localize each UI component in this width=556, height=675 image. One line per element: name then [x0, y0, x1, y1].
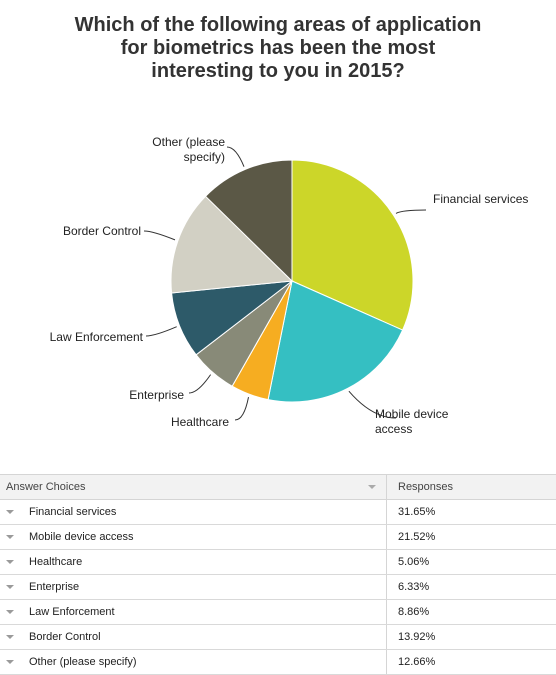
pie-slice[interactable] [204, 159, 293, 283]
response-value: 6.33% [398, 581, 430, 593]
expand-chevron-down-icon[interactable] [6, 585, 14, 589]
table-row: Financial services 31.65% [0, 500, 556, 525]
responses-table: Answer Choices Responses Financial servi… [0, 474, 556, 675]
response-value: 12.66% [398, 656, 436, 668]
response-cell: 8.86% [387, 600, 556, 624]
expand-chevron-down-icon[interactable] [6, 610, 14, 614]
pie-leader-line [234, 397, 249, 421]
expand-chevron-down-icon[interactable] [6, 660, 14, 664]
response-cell: 6.33% [387, 575, 556, 599]
response-cell: 31.65% [387, 500, 556, 524]
choice-label: Law Enforcement [29, 606, 115, 618]
choice-cell: Healthcare [0, 550, 387, 574]
expand-chevron-down-icon[interactable] [6, 510, 14, 514]
pie-leader-line [145, 326, 177, 337]
chart-title-line: Which of the following areas of applicat… [74, 14, 482, 36]
header-answer-choices-label: Answer Choices [6, 481, 86, 493]
choice-label: Other (please specify) [29, 656, 137, 668]
pie-slice-label: Financial services [433, 192, 528, 206]
table-row: Mobile device access 21.52% [0, 525, 556, 550]
choice-label: Border Control [29, 631, 101, 643]
pie-slice-label: Mobile device access [375, 407, 449, 436]
choice-label: Enterprise [29, 581, 80, 593]
response-cell: 13.92% [387, 625, 556, 649]
response-value: 5.06% [398, 556, 430, 568]
pie-leader-line [143, 230, 176, 241]
table-row: Healthcare 5.06% [0, 550, 556, 575]
response-cell: 21.52% [387, 525, 556, 549]
response-value: 8.86% [398, 606, 430, 618]
header-responses: Responses [387, 475, 556, 499]
pie-slice[interactable] [267, 280, 404, 403]
table-row: Enterprise 6.33% [0, 575, 556, 600]
table-header-row: Answer Choices Responses [0, 475, 556, 500]
header-answer-choices[interactable]: Answer Choices [0, 475, 387, 499]
choice-cell: Law Enforcement [0, 600, 387, 624]
chart-title-line: for biometrics has been the most [120, 37, 436, 59]
table-row: Border Control 13.92% [0, 625, 556, 650]
response-value: 13.92% [398, 631, 436, 643]
expand-chevron-down-icon[interactable] [6, 560, 14, 564]
pie-slice-label: Law Enforcement [50, 330, 144, 344]
pie-slice[interactable] [170, 195, 294, 294]
response-cell: 5.06% [387, 550, 556, 574]
pie-leader-line [226, 146, 245, 167]
choice-cell: Enterprise [0, 575, 387, 599]
expand-chevron-down-icon[interactable] [6, 635, 14, 639]
response-cell: 12.66% [387, 650, 556, 674]
pie-slice[interactable] [291, 159, 414, 331]
pie-slice-label: Enterprise [129, 388, 184, 402]
sort-chevron-down-icon[interactable] [368, 485, 376, 489]
choice-cell: Mobile device access [0, 525, 387, 549]
pie-chart: Financial services Mobile device access Hea… [50, 135, 529, 436]
response-value: 31.65% [398, 506, 436, 518]
pie-leader-line [348, 390, 397, 419]
table-row: Other (please specify) 12.66% [0, 650, 556, 675]
pie-slice-label: Border Control [63, 224, 141, 238]
response-value: 21.52% [398, 531, 436, 543]
choice-cell: Other (please specify) [0, 650, 387, 674]
choice-label: Healthcare [29, 556, 83, 568]
header-responses-label: Responses [398, 481, 454, 493]
chart-title: Which of the following areas of applicat… [30, 14, 526, 83]
choice-cell: Financial services [0, 500, 387, 524]
choice-label: Mobile device access [29, 531, 134, 543]
pie-leader-line [188, 374, 212, 394]
choice-label: Financial services [29, 506, 117, 518]
chart-title-line: interesting to you in 2015? [151, 60, 405, 82]
pie-slice-label: Other (please specify) [152, 135, 225, 164]
pie-slice-label: Healthcare [171, 415, 229, 429]
table-row: Law Enforcement 8.86% [0, 600, 556, 625]
expand-chevron-down-icon[interactable] [6, 535, 14, 539]
pie-leader-line [395, 209, 427, 214]
choice-cell: Border Control [0, 625, 387, 649]
